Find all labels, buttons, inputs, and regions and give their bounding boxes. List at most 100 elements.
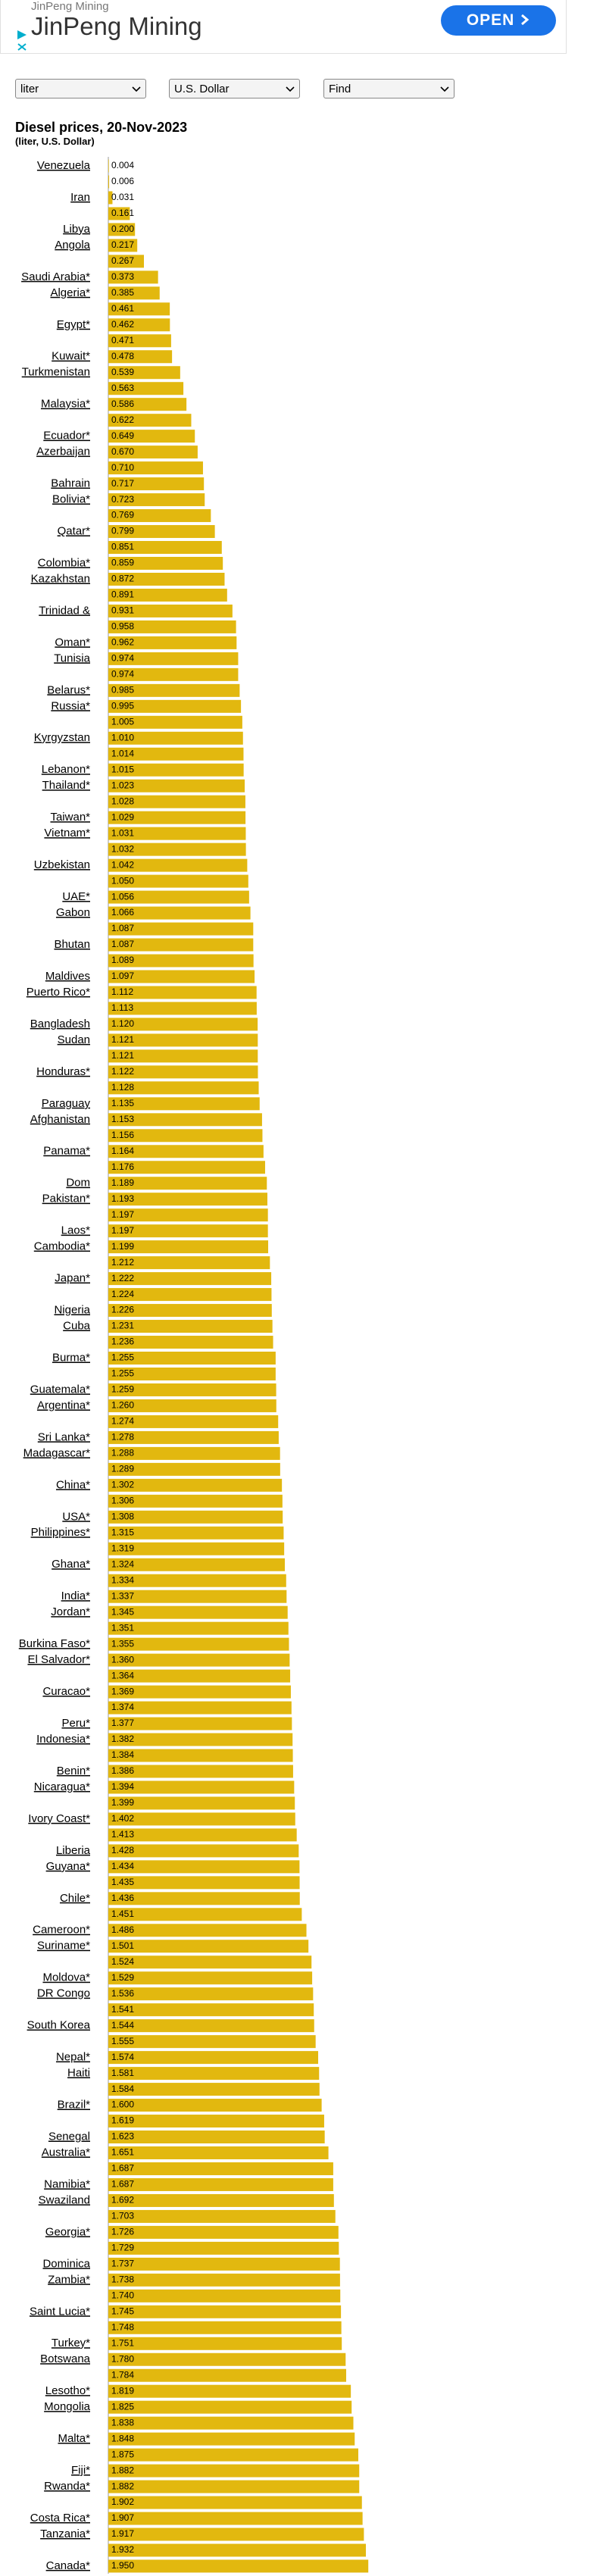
country-link[interactable]: Namibia* bbox=[44, 2177, 90, 2190]
find-select[interactable]: Find bbox=[323, 79, 454, 98]
country-link[interactable]: Cameroon* bbox=[33, 1924, 90, 1937]
country-link[interactable]: Turkey* bbox=[52, 2337, 90, 2349]
country-link[interactable]: Senegal bbox=[48, 2130, 90, 2143]
country-link[interactable]: Argentina* bbox=[37, 1399, 90, 1411]
country-link[interactable]: Bahrain bbox=[51, 477, 90, 490]
country-link[interactable]: Sri Lanka* bbox=[38, 1430, 90, 1443]
country-link[interactable]: Ghana* bbox=[52, 1558, 90, 1571]
country-link[interactable]: Zambia* bbox=[48, 2273, 90, 2286]
country-link[interactable]: Peru* bbox=[61, 1717, 90, 1730]
country-link[interactable]: Saint Lucia* bbox=[30, 2305, 90, 2318]
ad-open-button[interactable]: OPEN bbox=[441, 5, 556, 36]
country-link[interactable]: Gabon bbox=[56, 906, 90, 919]
ad-icons[interactable] bbox=[16, 29, 28, 52]
country-link[interactable]: Ivory Coast* bbox=[28, 1812, 90, 1825]
country-link[interactable]: El Salvador* bbox=[27, 1653, 90, 1666]
country-link[interactable]: Tanzania* bbox=[40, 2528, 90, 2540]
country-link[interactable]: Haiti bbox=[67, 2067, 90, 2080]
country-link[interactable]: Nigeria bbox=[54, 1304, 90, 1317]
country-link[interactable]: Philippines* bbox=[31, 1526, 91, 1539]
country-link[interactable]: Bolivia* bbox=[52, 493, 90, 506]
country-link[interactable]: Maldives bbox=[45, 970, 90, 983]
country-link[interactable]: Libya bbox=[63, 223, 91, 236]
country-link[interactable]: Nepal* bbox=[56, 2051, 90, 2064]
country-link[interactable]: Malta* bbox=[58, 2432, 90, 2445]
country-link[interactable]: Fiji* bbox=[71, 2464, 90, 2477]
country-link[interactable]: Kyrgyzstan bbox=[34, 731, 90, 744]
country-link[interactable]: Moldova* bbox=[42, 1971, 90, 1984]
country-link[interactable]: Bhutan bbox=[54, 938, 90, 951]
country-link[interactable]: Kuwait* bbox=[52, 350, 90, 363]
country-link[interactable]: Jordan* bbox=[51, 1605, 90, 1618]
country-link[interactable]: Dominica bbox=[42, 2257, 90, 2270]
country-link[interactable]: Brazil* bbox=[58, 2099, 91, 2112]
country-link[interactable]: Dom bbox=[66, 1177, 90, 1190]
country-link[interactable]: Guyana* bbox=[46, 1860, 91, 1873]
country-link[interactable]: Iran bbox=[70, 191, 90, 204]
country-link[interactable]: Curacao* bbox=[42, 1685, 90, 1698]
currency-select[interactable]: U.S. Dollar bbox=[169, 79, 300, 98]
country-link[interactable]: DR Congo bbox=[37, 1987, 90, 2000]
country-link[interactable]: South Korea bbox=[27, 2019, 91, 2032]
country-link[interactable]: Cuba bbox=[63, 1320, 91, 1333]
country-link[interactable]: Puerto Rico* bbox=[27, 986, 90, 999]
country-link[interactable]: India* bbox=[61, 1590, 91, 1602]
country-link[interactable]: Costa Rica* bbox=[30, 2512, 90, 2524]
country-link[interactable]: Taiwan* bbox=[50, 811, 90, 824]
country-link[interactable]: Canada* bbox=[46, 2559, 91, 2572]
country-link[interactable]: Rwanda* bbox=[44, 2480, 90, 2493]
country-link[interactable]: Oman* bbox=[55, 636, 90, 649]
country-link[interactable]: Panama* bbox=[43, 1145, 90, 1158]
country-link[interactable]: Russia* bbox=[51, 699, 90, 712]
country-link[interactable]: UAE* bbox=[62, 890, 90, 903]
country-link[interactable]: Honduras* bbox=[36, 1065, 90, 1078]
country-link[interactable]: Vietnam* bbox=[44, 827, 90, 839]
country-link[interactable]: Uzbekistan bbox=[34, 858, 90, 871]
country-link[interactable]: Mongolia bbox=[44, 2400, 91, 2413]
country-link[interactable]: Swaziland bbox=[39, 2193, 90, 2206]
country-link[interactable]: Suriname* bbox=[37, 1940, 90, 1952]
country-link[interactable]: China* bbox=[56, 1478, 90, 1491]
country-link[interactable]: Bangladesh bbox=[30, 1018, 90, 1030]
country-link[interactable]: Lesotho* bbox=[45, 2384, 90, 2397]
country-link[interactable]: USA* bbox=[62, 1510, 90, 1523]
country-link[interactable]: Burma* bbox=[52, 1351, 90, 1364]
country-link[interactable]: Venezuela bbox=[37, 159, 91, 172]
country-link[interactable]: Malaysia* bbox=[41, 398, 90, 411]
country-link[interactable]: Tunisia bbox=[54, 652, 90, 664]
country-link[interactable]: Botswana bbox=[40, 2352, 91, 2365]
country-link[interactable]: Laos* bbox=[61, 1224, 91, 1237]
country-link[interactable]: Qatar* bbox=[58, 525, 91, 538]
ad-banner[interactable]: JinPeng Mining JinPeng Mining OPEN bbox=[0, 0, 567, 54]
unit-select[interactable]: liter bbox=[15, 79, 146, 98]
country-link[interactable]: Colombia* bbox=[38, 556, 90, 569]
country-link[interactable]: Liberia bbox=[56, 1844, 91, 1857]
country-link[interactable]: Nicaragua* bbox=[34, 1780, 90, 1793]
country-link[interactable]: Sudan bbox=[58, 1033, 90, 1046]
country-link[interactable]: Australia* bbox=[42, 2146, 90, 2159]
country-link[interactable]: Thailand* bbox=[42, 779, 91, 792]
country-link[interactable]: Cambodia* bbox=[34, 1240, 90, 1253]
country-link[interactable]: Georgia* bbox=[45, 2225, 90, 2238]
country-link[interactable]: Paraguay bbox=[42, 1097, 91, 1110]
country-link[interactable]: Ecuador* bbox=[43, 430, 90, 442]
country-link[interactable]: Afghanistan bbox=[30, 1113, 90, 1126]
country-link[interactable]: Indonesia* bbox=[36, 1733, 90, 1746]
country-link[interactable]: Madagascar* bbox=[23, 1446, 91, 1459]
country-link[interactable]: Guatemala* bbox=[30, 1383, 90, 1396]
country-link[interactable]: Belarus* bbox=[47, 683, 90, 696]
country-link[interactable]: Azerbaijan bbox=[36, 445, 90, 458]
country-link[interactable]: Egypt* bbox=[57, 318, 90, 331]
country-link[interactable]: Japan* bbox=[55, 1272, 90, 1285]
country-link[interactable]: Kazakhstan bbox=[31, 572, 90, 585]
country-link[interactable]: Chile* bbox=[60, 1892, 90, 1905]
country-link[interactable]: Angola bbox=[55, 239, 90, 252]
country-link[interactable]: Trinidad & bbox=[39, 604, 90, 617]
country-link[interactable]: Burkina Faso* bbox=[19, 1637, 90, 1650]
country-link[interactable]: Benin* bbox=[57, 1765, 90, 1777]
country-link[interactable]: Saudi Arabia* bbox=[21, 270, 90, 283]
country-link[interactable]: Pakistan* bbox=[42, 1193, 91, 1205]
country-link[interactable]: Algeria* bbox=[50, 286, 90, 299]
country-link[interactable]: Lebanon* bbox=[42, 763, 90, 776]
country-link[interactable]: Turkmenistan bbox=[22, 366, 90, 379]
